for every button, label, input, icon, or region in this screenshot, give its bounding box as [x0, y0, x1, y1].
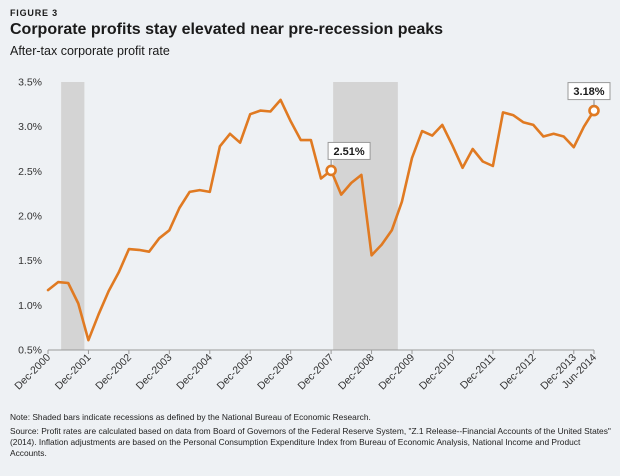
x-tick-label: Dec-2010: [417, 352, 458, 393]
callouts: 2.51% 3.18%: [325, 82, 611, 177]
profit-rate-chart: 0.5%1.0%1.5%2.0%2.5%3.0%3.5% Dec-2000 Dec…: [12, 77, 611, 392]
x-tick-label: Dec-2004: [174, 352, 215, 393]
callout-marker-2: [588, 104, 600, 117]
x-tick-label: Dec-2002: [93, 352, 134, 393]
chart-title: Corporate profits stay elevated near pre…: [10, 21, 444, 38]
footer: Note: Shaded bars indicate recessions as…: [10, 412, 612, 462]
callout-box-1: [327, 141, 371, 160]
x-axis-ticks: Dec-2000 Dec-2001 Dec-2002 Dec-2003 Dec-2004…: [12, 350, 599, 392]
y-tick-label: 2.0%: [18, 211, 42, 223]
y-tick-label: 1.5%: [18, 255, 42, 267]
source-text: Source: Profit rates are calculated base…: [10, 426, 611, 458]
figure-label: FIGURE 3: [10, 8, 58, 18]
y-tick-label: 2.5%: [18, 166, 42, 178]
x-tick-label: Dec-2003: [134, 352, 175, 393]
x-tick-label: Dec-2007: [296, 352, 337, 393]
x-tick-label: Dec-2006: [255, 352, 296, 393]
x-tick-label: Dec-2000: [12, 352, 53, 393]
x-tick-label: Dec-2008: [336, 352, 377, 393]
callout-marker-1: [325, 164, 337, 177]
callout-box-2: [567, 82, 611, 101]
y-axis-ticks: 0.5% 1.0% 1.5% 2.0% 2.5% 3.0% 3.5%: [18, 77, 42, 357]
y-tick-label: 3.0%: [18, 121, 42, 133]
callout-label-2: 3.18%: [573, 86, 604, 98]
callout-label-1: 2.51%: [334, 146, 365, 158]
y-tick-label: 3.5%: [18, 77, 42, 89]
profit-rate-line: [46, 98, 596, 342]
x-tick-label: Dec-2001: [53, 352, 94, 393]
x-tick-label: Dec-2011: [458, 352, 498, 392]
note-text: Note: Shaded bars indicate recessions as…: [10, 412, 371, 422]
x-tick-label: Dec-2005: [215, 352, 256, 393]
recession-shading: [61, 82, 398, 350]
y-tick-label: 0.5%: [18, 345, 42, 357]
y-tick-label: 1.0%: [18, 300, 42, 312]
chart-subtitle: After-tax corporate profit rate: [10, 44, 170, 58]
x-tick-label: Dec-2012: [498, 352, 539, 393]
x-tick-label: Dec-2009: [376, 352, 417, 393]
